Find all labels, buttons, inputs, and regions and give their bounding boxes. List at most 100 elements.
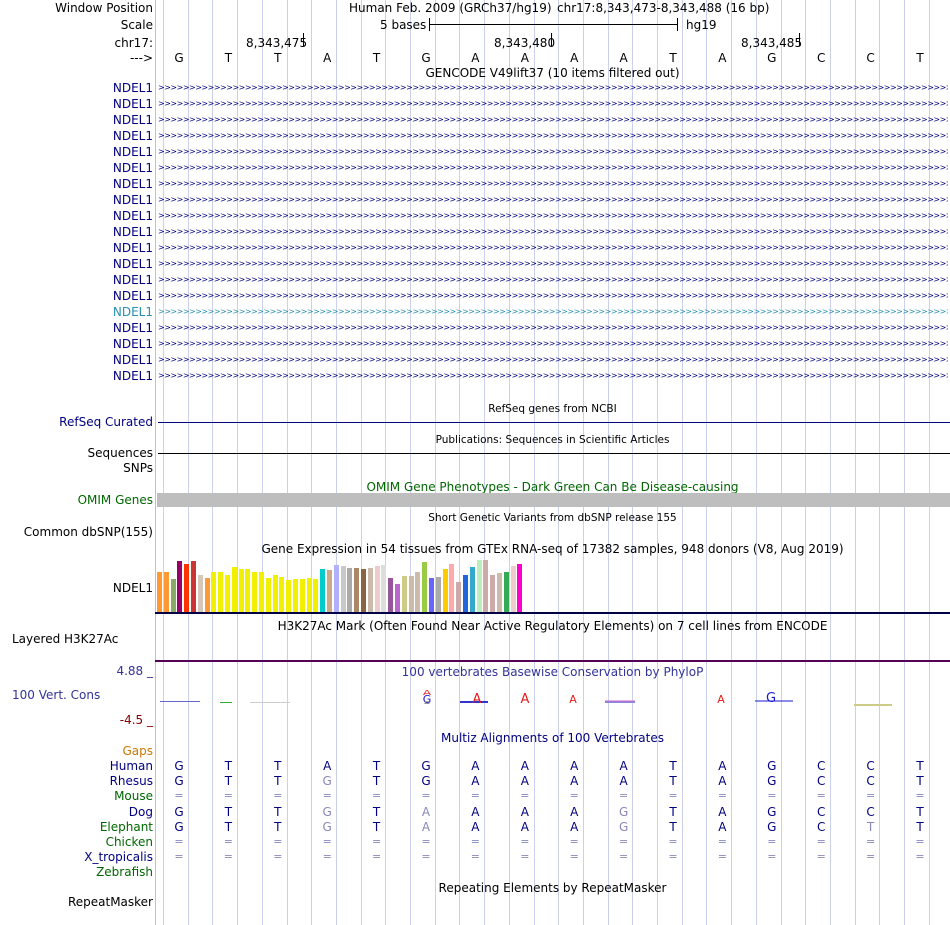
gene-strand-arrows[interactable]: >>>>>>>>>>>>>>>>>>>>>>>>>>>>>>>>>>>>>>>>… (158, 308, 948, 316)
gtex-tissue-bar[interactable] (490, 575, 496, 612)
species-label[interactable]: Elephant (99, 819, 153, 834)
gtex-tissue-bar[interactable] (231, 567, 237, 612)
gene-label[interactable]: NDEL1 (112, 97, 153, 111)
gtex-tissue-bar[interactable] (388, 578, 394, 612)
gene-label[interactable]: NDEL1 (112, 241, 153, 255)
gtex-tissue-bar[interactable] (415, 572, 421, 612)
gtex-tissue-bar[interactable] (211, 572, 217, 612)
gtex-tissue-bar[interactable] (265, 578, 271, 612)
gtex-tissue-bar[interactable] (286, 580, 292, 612)
gtex-tissue-bar[interactable] (238, 569, 244, 612)
gene-strand-arrows[interactable]: >>>>>>>>>>>>>>>>>>>>>>>>>>>>>>>>>>>>>>>>… (158, 132, 948, 140)
publications-line[interactable] (158, 453, 950, 454)
gene-label[interactable]: NDEL1 (112, 305, 153, 319)
gaps-label[interactable]: Gaps (122, 744, 153, 758)
gene-strand-arrows[interactable]: >>>>>>>>>>>>>>>>>>>>>>>>>>>>>>>>>>>>>>>>… (158, 164, 948, 172)
gtex-tissue-bar[interactable] (204, 578, 210, 612)
gene-label[interactable]: NDEL1 (112, 337, 153, 351)
gene-label[interactable]: NDEL1 (112, 369, 153, 383)
omim-feature-bar[interactable] (157, 493, 950, 507)
gtex-tissue-bar[interactable] (449, 564, 455, 612)
species-label[interactable]: Zebrafish (96, 865, 153, 880)
gtex-tissue-bar[interactable] (299, 579, 305, 612)
gtex-tissue-bar[interactable] (191, 561, 196, 612)
gtex-tissue-bar[interactable] (279, 577, 285, 612)
gtex-tissue-bar[interactable] (170, 579, 176, 612)
gene-label[interactable]: NDEL1 (112, 145, 153, 159)
gtex-tissue-bar[interactable] (361, 569, 366, 612)
gene-strand-arrows[interactable]: >>>>>>>>>>>>>>>>>>>>>>>>>>>>>>>>>>>>>>>>… (158, 244, 948, 252)
gene-strand-arrows[interactable]: >>>>>>>>>>>>>>>>>>>>>>>>>>>>>>>>>>>>>>>>… (158, 116, 948, 124)
gene-strand-arrows[interactable]: >>>>>>>>>>>>>>>>>>>>>>>>>>>>>>>>>>>>>>>>… (158, 228, 948, 236)
gtex-tissue-bar[interactable] (259, 572, 264, 612)
gene-strand-arrows[interactable]: >>>>>>>>>>>>>>>>>>>>>>>>>>>>>>>>>>>>>>>>… (158, 372, 948, 380)
gtex-tissue-bar[interactable] (218, 572, 224, 612)
gtex-tissue-bar[interactable] (497, 573, 502, 612)
gtex-tissue-bar[interactable] (395, 584, 400, 612)
gene-label[interactable]: NDEL1 (112, 177, 153, 191)
gtex-tissue-bar[interactable] (381, 565, 387, 612)
gtex-tissue-bar[interactable] (252, 572, 258, 612)
gtex-tissue-bar[interactable] (510, 566, 516, 612)
gtex-tissue-bar[interactable] (429, 578, 434, 612)
gene-strand-arrows[interactable]: >>>>>>>>>>>>>>>>>>>>>>>>>>>>>>>>>>>>>>>>… (158, 196, 948, 204)
gene-label[interactable]: NDEL1 (112, 161, 153, 175)
gtex-tissue-bar[interactable] (442, 569, 448, 612)
gtex-tissue-bar[interactable] (320, 569, 326, 612)
gtex-tissue-bar[interactable] (163, 572, 169, 612)
gene-strand-arrows[interactable]: >>>>>>>>>>>>>>>>>>>>>>>>>>>>>>>>>>>>>>>>… (158, 292, 948, 300)
gtex-tissue-bar[interactable] (225, 575, 230, 612)
gtex-tissue-bar[interactable] (374, 566, 380, 612)
dbsnp-label[interactable]: Common dbSNP(155) (23, 525, 153, 539)
gene-label[interactable]: NDEL1 (112, 273, 153, 287)
gtex-tissue-bar[interactable] (503, 572, 509, 612)
refseq-gene-line[interactable] (158, 422, 950, 423)
gtex-tissue-bar[interactable] (456, 582, 462, 612)
gene-label[interactable]: NDEL1 (112, 209, 153, 223)
gtex-label[interactable]: NDEL1 (112, 581, 153, 595)
gtex-tissue-bar[interactable] (313, 579, 319, 612)
gtex-tissue-bar[interactable] (293, 579, 298, 612)
species-label[interactable]: Mouse (114, 789, 153, 804)
gtex-tissue-bar[interactable] (463, 575, 468, 612)
gene-strand-arrows[interactable]: >>>>>>>>>>>>>>>>>>>>>>>>>>>>>>>>>>>>>>>>… (158, 212, 948, 220)
gene-strand-arrows[interactable]: >>>>>>>>>>>>>>>>>>>>>>>>>>>>>>>>>>>>>>>>… (158, 260, 948, 268)
gtex-tissue-bar[interactable] (197, 575, 203, 612)
gtex-tissue-bar[interactable] (469, 567, 475, 612)
snps-label[interactable]: SNPs (123, 461, 153, 475)
h3k27ac-label[interactable]: Layered H3K27Ac (12, 632, 119, 646)
gtex-tissue-bar[interactable] (184, 564, 190, 612)
species-label[interactable]: Human (109, 759, 153, 773)
gtex-tissue-bar[interactable] (272, 575, 278, 612)
gene-label[interactable]: NDEL1 (112, 225, 153, 239)
gtex-tissue-bar[interactable] (327, 570, 332, 612)
gene-strand-arrows[interactable]: >>>>>>>>>>>>>>>>>>>>>>>>>>>>>>>>>>>>>>>>… (158, 100, 948, 108)
gene-label[interactable]: NDEL1 (112, 81, 153, 95)
gene-strand-arrows[interactable]: >>>>>>>>>>>>>>>>>>>>>>>>>>>>>>>>>>>>>>>>… (158, 276, 948, 284)
gene-label[interactable]: NDEL1 (112, 113, 153, 127)
gtex-tissue-bar[interactable] (306, 578, 312, 612)
sequences-label[interactable]: Sequences (87, 446, 153, 460)
gene-strand-arrows[interactable]: >>>>>>>>>>>>>>>>>>>>>>>>>>>>>>>>>>>>>>>>… (158, 148, 948, 156)
species-label[interactable]: Chicken (105, 835, 153, 849)
gene-strand-arrows[interactable]: >>>>>>>>>>>>>>>>>>>>>>>>>>>>>>>>>>>>>>>>… (158, 324, 948, 332)
gtex-tissue-bar[interactable] (177, 561, 183, 612)
gtex-tissue-bar[interactable] (367, 568, 373, 612)
gtex-tissue-bar[interactable] (340, 566, 346, 612)
gene-strand-arrows[interactable]: >>>>>>>>>>>>>>>>>>>>>>>>>>>>>>>>>>>>>>>>… (158, 356, 948, 364)
gene-label[interactable]: NDEL1 (112, 257, 153, 271)
gene-label[interactable]: NDEL1 (112, 193, 153, 207)
gtex-tissue-bar[interactable] (517, 564, 523, 612)
gene-label[interactable]: NDEL1 (112, 321, 153, 335)
gtex-tissue-bar[interactable] (347, 568, 353, 612)
gene-strand-arrows[interactable]: >>>>>>>>>>>>>>>>>>>>>>>>>>>>>>>>>>>>>>>>… (158, 84, 948, 92)
species-label[interactable]: Rhesus (109, 774, 153, 789)
gtex-tissue-bar[interactable] (422, 562, 428, 612)
gtex-tissue-bar[interactable] (245, 569, 251, 612)
gene-label[interactable]: NDEL1 (112, 129, 153, 143)
omim-label[interactable]: OMIM Genes (77, 493, 153, 507)
gtex-tissue-bar[interactable] (435, 577, 441, 612)
gtex-tissue-bar[interactable] (333, 565, 339, 612)
gtex-tissue-bar[interactable] (476, 560, 482, 612)
phylop-label[interactable]: 100 Vert. Cons (12, 688, 101, 702)
